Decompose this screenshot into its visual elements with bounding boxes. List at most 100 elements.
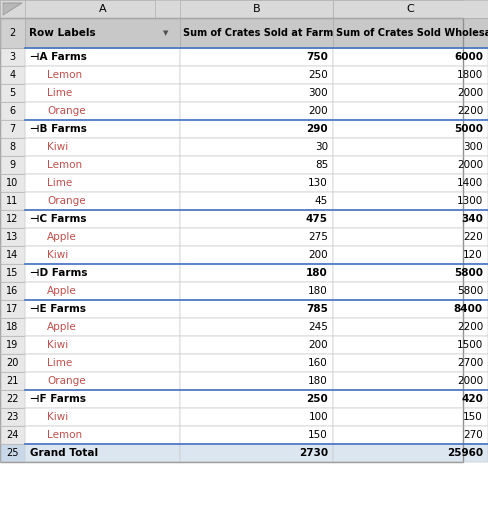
Bar bbox=[25, 48, 180, 66]
Bar bbox=[25, 264, 180, 282]
Bar bbox=[333, 354, 488, 372]
Bar bbox=[180, 138, 333, 156]
Text: Sum of Crates Sold Wholesale: Sum of Crates Sold Wholesale bbox=[336, 28, 488, 38]
Text: 3: 3 bbox=[9, 52, 16, 62]
Polygon shape bbox=[3, 3, 22, 15]
Bar bbox=[333, 0, 488, 18]
Text: ⊣C Farms: ⊣C Farms bbox=[30, 214, 86, 224]
Bar bbox=[0, 264, 25, 282]
Bar bbox=[25, 156, 180, 174]
Bar bbox=[180, 336, 333, 354]
Text: 5800: 5800 bbox=[454, 268, 483, 278]
Text: 5000: 5000 bbox=[454, 124, 483, 134]
Bar bbox=[0, 0, 25, 18]
Bar bbox=[25, 192, 180, 210]
Bar bbox=[333, 120, 488, 138]
Text: ▼: ▼ bbox=[163, 30, 169, 36]
Bar bbox=[0, 84, 25, 102]
Bar bbox=[333, 48, 488, 66]
Text: Row Labels: Row Labels bbox=[29, 28, 96, 38]
Text: ⊣A Farms: ⊣A Farms bbox=[30, 52, 87, 62]
Bar bbox=[25, 246, 180, 264]
Text: B: B bbox=[253, 4, 260, 14]
Bar bbox=[25, 210, 180, 228]
Bar bbox=[333, 138, 488, 156]
Bar bbox=[180, 246, 333, 264]
Text: 100: 100 bbox=[308, 412, 328, 422]
Text: 250: 250 bbox=[306, 394, 328, 404]
Text: 750: 750 bbox=[306, 52, 328, 62]
Bar bbox=[333, 192, 488, 210]
Bar bbox=[180, 390, 333, 408]
Bar bbox=[180, 0, 333, 18]
Bar bbox=[0, 426, 25, 444]
Text: ⊣F Farms: ⊣F Farms bbox=[30, 394, 86, 404]
Text: 11: 11 bbox=[6, 196, 19, 206]
Bar bbox=[25, 174, 180, 192]
Bar bbox=[0, 48, 25, 66]
Bar bbox=[333, 264, 488, 282]
Bar bbox=[25, 66, 180, 84]
Text: Lime: Lime bbox=[47, 88, 72, 98]
Bar bbox=[0, 246, 25, 264]
Bar bbox=[0, 390, 25, 408]
Bar bbox=[0, 18, 25, 48]
Text: 475: 475 bbox=[306, 214, 328, 224]
Bar bbox=[0, 156, 25, 174]
Text: 180: 180 bbox=[306, 268, 328, 278]
Bar bbox=[180, 282, 333, 300]
Bar bbox=[0, 18, 463, 462]
Bar bbox=[180, 408, 333, 426]
Bar bbox=[0, 372, 25, 390]
Bar bbox=[333, 318, 488, 336]
Text: 2000: 2000 bbox=[457, 376, 483, 386]
Text: 420: 420 bbox=[461, 394, 483, 404]
Bar bbox=[180, 426, 333, 444]
Text: 14: 14 bbox=[6, 250, 19, 260]
Text: 22: 22 bbox=[6, 394, 19, 404]
Text: Apple: Apple bbox=[47, 232, 77, 242]
Text: Kiwi: Kiwi bbox=[47, 142, 68, 152]
Text: 200: 200 bbox=[308, 106, 328, 116]
Text: 2200: 2200 bbox=[457, 322, 483, 332]
Text: A: A bbox=[99, 4, 106, 14]
Bar bbox=[180, 192, 333, 210]
Bar bbox=[333, 210, 488, 228]
Text: Grand Total: Grand Total bbox=[30, 448, 98, 458]
Text: 785: 785 bbox=[306, 304, 328, 314]
Bar bbox=[0, 354, 25, 372]
Bar bbox=[0, 210, 25, 228]
Bar bbox=[333, 18, 488, 48]
Bar bbox=[25, 282, 180, 300]
Bar bbox=[25, 390, 180, 408]
Text: 180: 180 bbox=[308, 286, 328, 296]
Text: C: C bbox=[407, 4, 414, 14]
Bar bbox=[333, 84, 488, 102]
Bar bbox=[180, 228, 333, 246]
Bar bbox=[25, 408, 180, 426]
Bar bbox=[0, 138, 25, 156]
Bar bbox=[333, 156, 488, 174]
Bar bbox=[25, 318, 180, 336]
Text: 13: 13 bbox=[6, 232, 19, 242]
Text: ⊣D Farms: ⊣D Farms bbox=[30, 268, 87, 278]
Text: 150: 150 bbox=[308, 430, 328, 440]
Bar bbox=[25, 84, 180, 102]
Text: 21: 21 bbox=[6, 376, 19, 386]
Bar bbox=[333, 408, 488, 426]
Bar bbox=[25, 372, 180, 390]
Bar bbox=[0, 0, 463, 18]
Text: 340: 340 bbox=[461, 214, 483, 224]
Bar bbox=[180, 120, 333, 138]
Text: 200: 200 bbox=[308, 250, 328, 260]
Text: 15: 15 bbox=[6, 268, 19, 278]
Text: 200: 200 bbox=[308, 340, 328, 350]
Text: 8: 8 bbox=[9, 142, 16, 152]
Text: 275: 275 bbox=[308, 232, 328, 242]
Text: Sum of Crates Sold at Farm: Sum of Crates Sold at Farm bbox=[183, 28, 333, 38]
Bar bbox=[180, 300, 333, 318]
Text: 2000: 2000 bbox=[457, 160, 483, 170]
Bar bbox=[0, 444, 25, 462]
Text: Orange: Orange bbox=[47, 376, 85, 386]
Text: Orange: Orange bbox=[47, 106, 85, 116]
